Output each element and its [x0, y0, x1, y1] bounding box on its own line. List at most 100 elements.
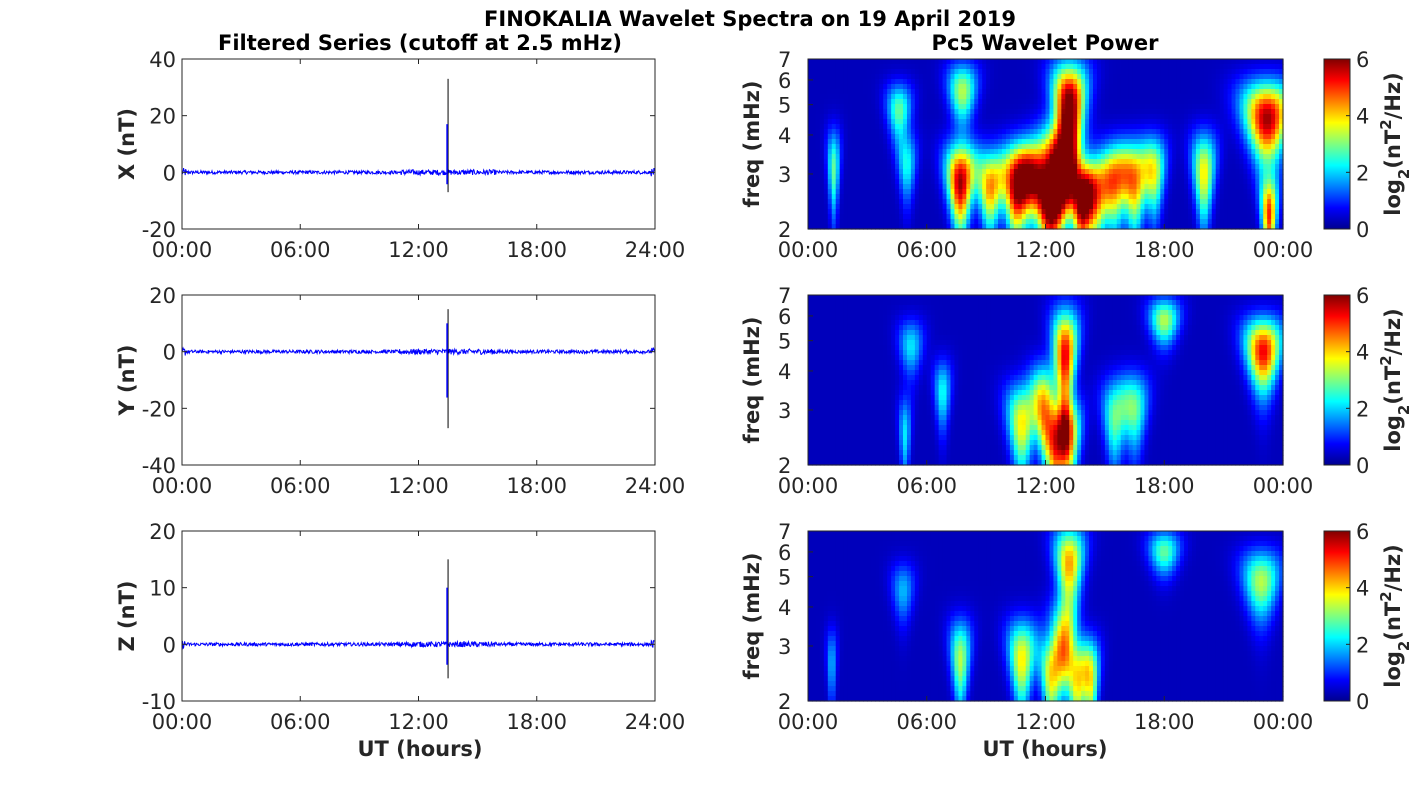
power-cell: [1279, 129, 1284, 135]
power-cell: [1116, 69, 1122, 75]
power-cell: [994, 174, 999, 180]
power-cell: [1271, 179, 1276, 185]
power-cell: [1116, 320, 1122, 326]
power-cell: [994, 149, 999, 155]
power-cell: [1211, 114, 1217, 120]
power-cell: [954, 84, 960, 90]
power-cell: [847, 194, 853, 200]
power-cell: [867, 94, 872, 100]
power-cell: [1017, 174, 1023, 180]
power-cell: [867, 114, 872, 120]
power-cell: [1029, 89, 1035, 95]
power-cell: [1017, 69, 1023, 75]
power-cell: [1160, 69, 1165, 75]
power-cell: [1096, 59, 1102, 65]
power-cell: [855, 159, 861, 165]
power-cell: [875, 129, 880, 135]
power-cell: [827, 164, 833, 170]
power-cell: [1259, 184, 1264, 190]
power-cell: [1231, 124, 1237, 130]
power-cell: [863, 224, 868, 230]
power-cell: [1184, 94, 1189, 100]
power-cell: [855, 94, 861, 100]
power-cell: [891, 79, 896, 85]
power-cell: [1140, 89, 1146, 95]
power-cell: [974, 84, 979, 90]
power-cell: [815, 194, 821, 200]
power-cell: [1085, 114, 1090, 120]
power-cell: [934, 74, 940, 80]
power-cell: [835, 89, 841, 95]
power-cell: [1120, 219, 1126, 225]
power-cell: [855, 109, 861, 115]
power-cell: [1013, 189, 1019, 195]
power-cell: [1239, 124, 1245, 130]
power-cell: [1188, 99, 1193, 105]
power-cell: [1025, 209, 1031, 215]
power-cell: [1041, 305, 1047, 311]
power-cell: [934, 219, 940, 225]
power-cell: [863, 114, 868, 120]
power-cell: [895, 89, 900, 95]
power-cell: [871, 320, 876, 326]
power-cell: [843, 305, 849, 311]
power-cell: [1267, 149, 1272, 155]
power-cell: [875, 134, 880, 140]
power-cell: [1089, 64, 1094, 70]
power-cell: [1144, 174, 1150, 180]
power-cell: [926, 74, 932, 80]
power-cell: [819, 295, 825, 301]
x-tick-label: 24:00: [625, 238, 686, 262]
power-cell: [918, 199, 924, 205]
power-cell: [1180, 114, 1185, 120]
power-cell: [1207, 305, 1213, 311]
power-cell: [1013, 204, 1019, 210]
power-cell: [998, 159, 1003, 165]
power-cell: [1100, 69, 1106, 75]
power-cell: [1160, 209, 1165, 215]
power-cell: [974, 169, 979, 175]
power-cell: [990, 59, 995, 65]
power-cell: [1156, 169, 1161, 175]
power-cell: [982, 209, 987, 215]
power-cell: [1247, 174, 1252, 180]
power-cell: [1013, 119, 1019, 125]
power-cell: [831, 114, 837, 120]
power-cell: [982, 315, 987, 321]
power-cell: [1168, 154, 1173, 160]
power-cell: [891, 320, 896, 326]
power-cell: [1267, 154, 1272, 160]
power-cell: [998, 59, 1003, 65]
power-cell: [1176, 295, 1181, 301]
power-cell: [1243, 74, 1248, 80]
power-cell: [1104, 154, 1110, 160]
power-cell: [910, 164, 916, 170]
power-cell: [1049, 79, 1055, 85]
power-cell: [938, 320, 944, 326]
power-cell: [1259, 149, 1264, 155]
power-cell: [1081, 84, 1086, 90]
power-cell: [815, 209, 821, 215]
power-cell: [1247, 224, 1252, 230]
power-cell: [914, 179, 920, 185]
power-cell: [1029, 149, 1035, 155]
power-cell: [1025, 104, 1031, 110]
power-cell: [819, 209, 825, 215]
power-cell: [946, 109, 952, 115]
power-cell: [1061, 159, 1066, 165]
power-cell: [1053, 310, 1058, 316]
power-cell: [942, 69, 948, 75]
power-cell: [879, 204, 884, 210]
power-cell: [1251, 114, 1256, 120]
power-cell: [1061, 74, 1066, 80]
power-cell: [1116, 74, 1122, 80]
power-cell: [1176, 69, 1181, 75]
power-cell: [1073, 89, 1078, 95]
power-cell: [954, 129, 960, 135]
power-cell: [954, 64, 960, 70]
power-cell: [998, 219, 1003, 225]
power-cell: [950, 199, 956, 205]
power-cell: [914, 320, 920, 326]
power-cell: [1124, 79, 1130, 85]
power-cell: [1112, 154, 1118, 160]
